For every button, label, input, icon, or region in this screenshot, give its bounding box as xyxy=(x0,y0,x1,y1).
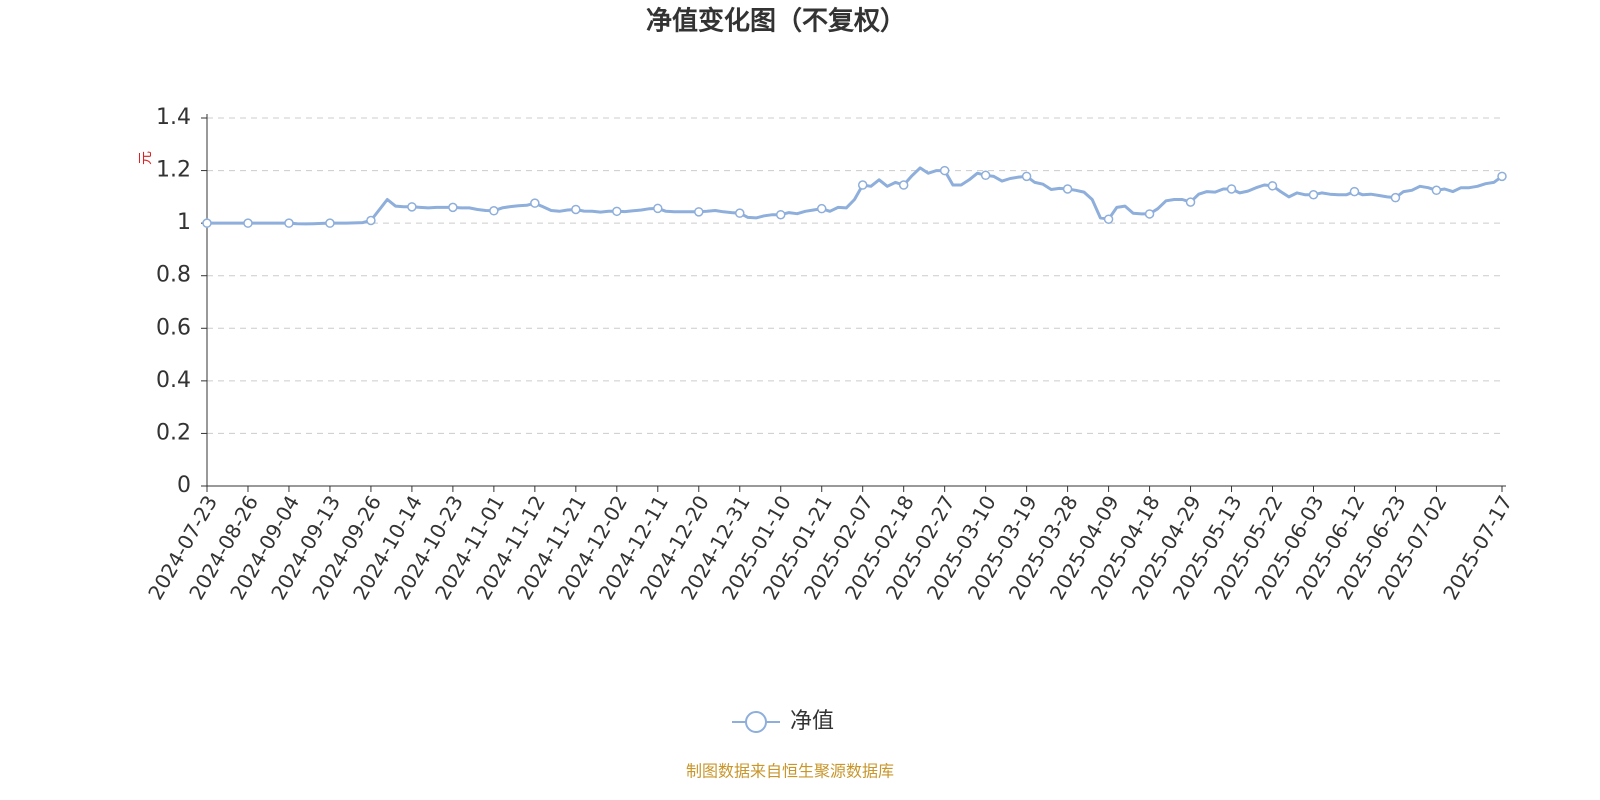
y-tick-label: 0 xyxy=(177,473,191,498)
y-tick-label: 1 xyxy=(177,210,191,235)
point xyxy=(980,170,991,181)
y-tick-label: 1.2 xyxy=(156,158,191,183)
point xyxy=(284,218,294,228)
y-tick-label: 0.4 xyxy=(156,368,191,393)
point xyxy=(898,180,909,190)
point xyxy=(1267,181,1278,191)
point xyxy=(325,218,335,228)
point xyxy=(202,218,212,228)
point xyxy=(1390,192,1401,203)
x-tick-label: 2025-07-17 xyxy=(1438,491,1517,604)
point xyxy=(1144,209,1155,219)
point xyxy=(694,207,704,217)
point xyxy=(1497,171,1507,182)
point xyxy=(653,203,663,214)
point xyxy=(407,202,417,212)
point xyxy=(1226,184,1237,194)
point xyxy=(1103,214,1114,224)
point xyxy=(612,206,622,217)
legend-marker xyxy=(745,711,767,733)
point xyxy=(1185,197,1196,207)
point xyxy=(816,203,827,214)
point xyxy=(571,204,581,215)
point xyxy=(735,208,745,218)
point xyxy=(530,198,540,208)
point xyxy=(775,209,786,220)
y-tick-label: 1.4 xyxy=(156,105,191,130)
point xyxy=(489,206,499,216)
point xyxy=(366,215,376,226)
y-tick-label: 0.2 xyxy=(156,420,191,445)
source-note: 制图数据来自恒生聚源数据库 xyxy=(686,762,894,781)
y-tick-label: 0.6 xyxy=(156,315,191,340)
point xyxy=(1308,190,1319,200)
point xyxy=(1349,186,1360,197)
line xyxy=(207,166,1503,226)
point xyxy=(1431,185,1442,196)
point xyxy=(243,218,253,228)
point xyxy=(448,202,458,213)
point xyxy=(1021,171,1032,182)
legend-label: 净值 xyxy=(790,709,834,734)
point xyxy=(857,180,868,190)
y-tick-label: 0.8 xyxy=(156,263,191,288)
point xyxy=(1062,184,1073,194)
point xyxy=(939,165,950,176)
chart-title: 净值变化图（不复权） xyxy=(646,6,906,37)
y-axis-label: 元 xyxy=(138,151,154,165)
